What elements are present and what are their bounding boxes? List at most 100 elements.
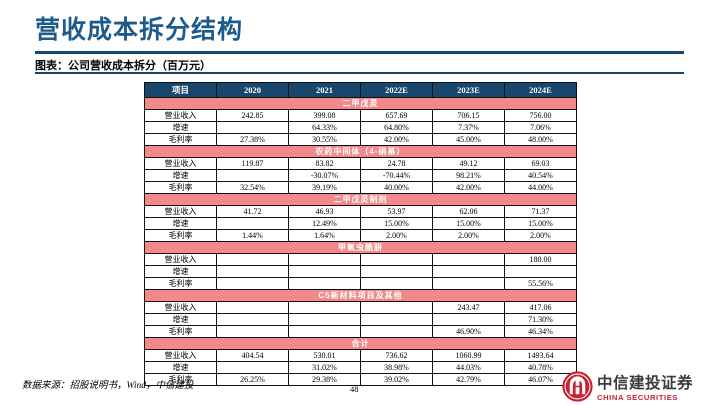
value-cell: 69.03 xyxy=(504,157,577,170)
value-cell xyxy=(360,325,433,338)
value-cell: 40.54% xyxy=(504,169,577,182)
value-cell: 42.00% xyxy=(360,133,433,146)
value-cell: 48.00% xyxy=(504,133,577,146)
value-cell: 30.55% xyxy=(288,133,361,146)
value-cell: 39.02% xyxy=(360,373,433,386)
company-name-en: CHINA SECURITIES xyxy=(597,393,679,402)
row-label-cell: 毛利率 xyxy=(144,133,217,146)
table-row: 营业收入 242.85 399.08 657.69 706.15 756.00 xyxy=(144,109,577,122)
column-header-item: 项目 xyxy=(144,82,217,98)
value-cell: -70.44% xyxy=(360,169,433,182)
row-label-cell: 增速 xyxy=(144,265,217,278)
value-cell: 1060.99 xyxy=(432,349,505,362)
value-cell: 46.07% xyxy=(504,373,577,386)
table-header-row: 项目 2020 2021 2022E 2023E 2024E xyxy=(144,82,577,98)
value-cell: 1.64% xyxy=(288,229,361,242)
value-cell: 49.12 xyxy=(432,157,505,170)
value-cell: 83.82 xyxy=(288,157,361,170)
value-cell xyxy=(288,313,361,326)
value-cell: 44.03% xyxy=(432,361,505,374)
value-cell xyxy=(216,313,289,326)
value-cell: 46.34% xyxy=(504,325,577,338)
china-securities-logo-icon xyxy=(562,371,593,402)
value-cell: 42.79% xyxy=(432,373,505,386)
value-cell xyxy=(288,253,361,266)
table-body: 二甲戊灵 营业收入 242.85 399.08 657.69 706.15 756.00 增速… xyxy=(144,97,577,386)
section-row: 二甲戊灵制剂 xyxy=(144,193,577,206)
table-row: 营业收入 243.47 417.06 xyxy=(144,301,577,314)
value-cell: 29.38% xyxy=(288,373,361,386)
table-row: 毛利率 32.54% 39.19% 40.00% 42.00% 44.00% xyxy=(144,181,577,194)
table-row: 增速 -30.07% -70.44% 98.21% 40.54% xyxy=(144,169,577,182)
value-cell xyxy=(216,217,289,230)
value-cell xyxy=(216,325,289,338)
value-cell xyxy=(360,253,433,266)
value-cell: 45.00% xyxy=(432,133,505,146)
value-cell: 64.33% xyxy=(288,121,361,134)
value-cell xyxy=(216,361,289,374)
company-name-cn: 中信建投证券 xyxy=(597,375,694,392)
table-header: 项目 2020 2021 2022E 2023E 2024E xyxy=(144,82,577,98)
section-row: 二甲戊灵 xyxy=(144,97,577,110)
value-cell: 404.54 xyxy=(216,349,289,362)
value-cell xyxy=(360,277,433,290)
value-cell xyxy=(360,265,433,278)
table-row: 营业收入 119.87 83.82 24.78 49.12 69.03 xyxy=(144,157,577,170)
value-cell: 756.00 xyxy=(504,109,577,122)
value-cell xyxy=(216,265,289,278)
revenue-cost-table: 项目 2020 2021 2022E 2023E 2024E 二甲戊灵 营业收入 242.85… xyxy=(144,82,577,386)
value-cell: 2.00% xyxy=(504,229,577,242)
section-title-cell: 合计 xyxy=(144,337,577,350)
table-row: 营业收入 41.72 46.93 53.97 62.06 71.37 xyxy=(144,205,577,218)
value-cell: 41.72 xyxy=(216,205,289,218)
value-cell: 26.25% xyxy=(216,373,289,386)
value-cell: 27.38% xyxy=(216,133,289,146)
row-label-cell: 营业收入 xyxy=(144,253,217,266)
row-label-cell: 营业收入 xyxy=(144,109,217,122)
value-cell: 243.47 xyxy=(432,301,505,314)
row-label-cell: 毛利率 xyxy=(144,277,217,290)
value-cell: 31.02% xyxy=(288,361,361,374)
column-header-year: 2024E xyxy=(504,82,577,98)
value-cell xyxy=(216,169,289,182)
row-label-cell: 增速 xyxy=(144,169,217,182)
table-row: 增速 12.49% 15.00% 15.00% 15.00% xyxy=(144,217,577,230)
value-cell: 42.00% xyxy=(432,181,505,194)
value-cell: 71.37 xyxy=(504,205,577,218)
value-cell: 736.62 xyxy=(360,349,433,362)
section-title-cell: 二甲戊灵 xyxy=(144,97,577,110)
value-cell xyxy=(432,277,505,290)
value-cell xyxy=(216,253,289,266)
row-label-cell: 毛利率 xyxy=(144,229,217,242)
table-row: 营业收入 404.54 530.01 736.62 1060.99 1493.64 xyxy=(144,349,577,362)
column-header-year: 2023E xyxy=(432,82,505,98)
value-cell xyxy=(360,301,433,314)
figure-caption: 图表：公司营收成本拆分（百万元） xyxy=(35,60,211,72)
value-cell: 55.56% xyxy=(504,277,577,290)
row-label-cell: 增速 xyxy=(144,121,217,134)
table-row: 增速 xyxy=(144,265,577,278)
row-label-cell: 营业收入 xyxy=(144,205,217,218)
value-cell xyxy=(288,277,361,290)
section-row: 甲氧虫酰肼 xyxy=(144,241,577,254)
value-cell xyxy=(216,121,289,134)
column-header-year: 2022E xyxy=(360,82,433,98)
value-cell: 64.80% xyxy=(360,121,433,134)
row-label-cell: 毛利率 xyxy=(144,373,217,386)
value-cell: 15.00% xyxy=(432,217,505,230)
row-label-cell: 营业收入 xyxy=(144,349,217,362)
table-row: 增速 31.02% 38.98% 44.03% 40.78% xyxy=(144,361,577,374)
value-cell: 399.08 xyxy=(288,109,361,122)
value-cell: 1.44% xyxy=(216,229,289,242)
value-cell: 242.85 xyxy=(216,109,289,122)
row-label-cell: 营业收入 xyxy=(144,301,217,314)
row-label-cell: 增速 xyxy=(144,217,217,230)
value-cell: 15.00% xyxy=(360,217,433,230)
value-cell: 7.37% xyxy=(432,121,505,134)
title-underline xyxy=(35,51,684,54)
value-cell: 39.19% xyxy=(288,181,361,194)
value-cell: 38.98% xyxy=(360,361,433,374)
value-cell: 98.21% xyxy=(432,169,505,182)
section-title-cell: C5新材料项目及其他 xyxy=(144,289,577,302)
table-row: 增速 71.30% xyxy=(144,313,577,326)
